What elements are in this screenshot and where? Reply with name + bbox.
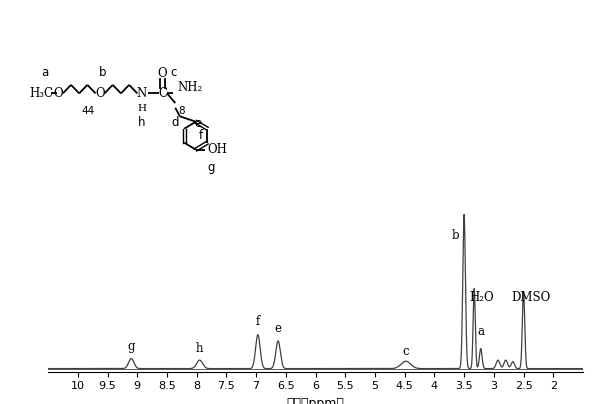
Text: 8: 8 <box>178 106 185 116</box>
Text: O: O <box>95 87 105 100</box>
Text: NH₂: NH₂ <box>177 81 203 94</box>
Text: O: O <box>53 87 63 100</box>
Text: b: b <box>99 66 106 79</box>
Text: OH: OH <box>208 143 228 156</box>
Text: h: h <box>138 116 145 129</box>
Text: H₃C: H₃C <box>29 87 53 100</box>
Text: f: f <box>256 316 260 328</box>
Text: g: g <box>127 340 135 353</box>
Text: H₂O: H₂O <box>469 291 493 304</box>
Text: O: O <box>158 67 168 80</box>
Text: C: C <box>158 87 167 100</box>
Text: h: h <box>196 342 203 355</box>
Text: 44: 44 <box>82 106 95 116</box>
Text: c: c <box>403 345 409 358</box>
Text: a: a <box>41 66 48 79</box>
X-axis label: 位移（ppm）: 位移（ppm） <box>287 397 344 404</box>
Text: DMSO: DMSO <box>511 291 551 304</box>
Text: H: H <box>137 104 146 113</box>
Text: a: a <box>477 325 484 338</box>
Text: g: g <box>208 160 215 173</box>
Text: N: N <box>136 87 147 100</box>
Text: c: c <box>170 66 177 79</box>
Text: b: b <box>451 229 459 242</box>
Text: e: e <box>275 322 282 335</box>
Text: f: f <box>199 129 203 142</box>
Text: d: d <box>171 116 179 128</box>
Text: e: e <box>195 117 202 130</box>
